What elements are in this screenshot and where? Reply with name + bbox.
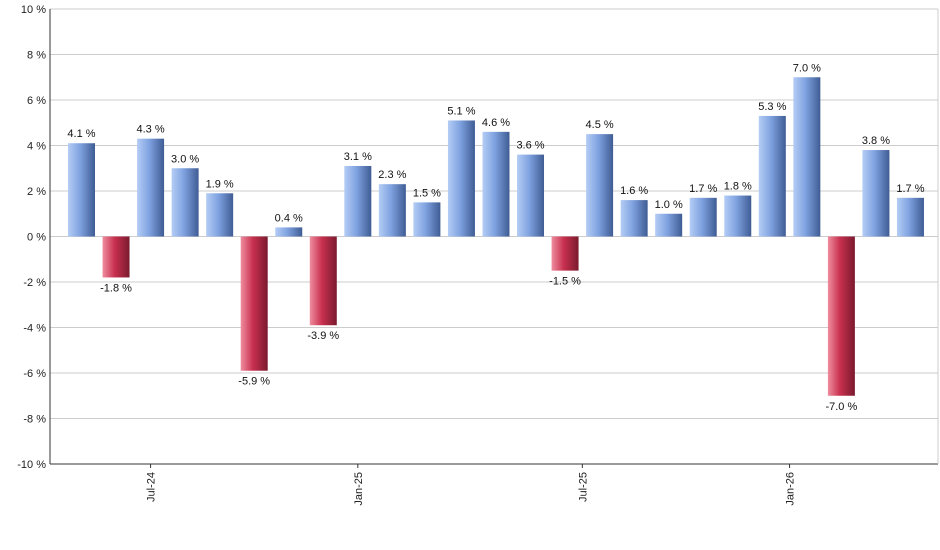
data-label: 5.1 % — [447, 105, 475, 117]
y-tick-label: 4 % — [27, 141, 46, 153]
y-tick-label: 10 % — [21, 4, 46, 16]
x-axis-tick-labels: Jul-24 Jan-25 Jul-25 Jan-26 — [146, 464, 797, 506]
bar — [896, 197, 924, 237]
bar — [171, 168, 199, 237]
data-label: 1.8 % — [724, 181, 752, 193]
y-tick-label: -4 % — [23, 323, 46, 335]
bar — [206, 193, 234, 237]
bar — [275, 227, 303, 237]
data-label: -1.8 % — [100, 282, 132, 294]
data-label: 4.3 % — [137, 124, 165, 136]
y-tick-label: 6 % — [27, 95, 46, 107]
x-tick-label: Jul-24 — [146, 472, 158, 502]
data-label: 1.9 % — [206, 178, 234, 190]
y-tick-label: 2 % — [27, 186, 46, 198]
y-tick-label: -2 % — [23, 277, 46, 289]
data-label: 2.3 % — [378, 169, 406, 181]
data-label: 0.4 % — [275, 212, 303, 224]
data-label: 4.1 % — [67, 128, 95, 140]
bar — [862, 150, 890, 237]
data-label: 4.5 % — [586, 119, 614, 131]
data-label: 3.0 % — [171, 153, 199, 165]
bar — [620, 200, 648, 237]
bar — [655, 213, 683, 237]
data-label: -1.5 % — [549, 276, 581, 288]
data-labels: 4.1 % -1.8 % 4.3 % 3.0 % 1.9 % -5.9 % 0.4 % -3.… — [67, 62, 924, 413]
data-label: 4.6 % — [482, 117, 510, 129]
y-axis-tick-labels: 10 % 8 % 6 % 4 % 2 % 0 % -2 % -4 % -6 % -8 % -10 % — [17, 4, 46, 471]
y-tick-label: 0 % — [27, 232, 46, 244]
x-tick-label: Jul-25 — [577, 472, 589, 502]
bar — [758, 115, 786, 237]
data-label: -7.0 % — [825, 401, 857, 413]
y-tick-label: 8 % — [27, 50, 46, 62]
bar — [517, 154, 545, 237]
x-tick-label: Jan-26 — [785, 472, 797, 506]
bar — [344, 165, 372, 237]
y-tick-label: -8 % — [23, 414, 46, 426]
bar — [447, 120, 475, 237]
bar — [827, 236, 855, 396]
bar — [482, 131, 510, 237]
data-label: 3.1 % — [344, 151, 372, 163]
data-label: 3.6 % — [516, 140, 544, 152]
data-label: 1.5 % — [413, 187, 441, 199]
bar — [137, 138, 165, 237]
x-tick-label: Jan-25 — [353, 472, 365, 506]
bar — [102, 236, 130, 278]
data-label: 3.8 % — [862, 135, 890, 147]
bar — [378, 184, 406, 237]
bar — [413, 202, 441, 237]
bars — [68, 77, 924, 396]
bar — [309, 236, 337, 326]
data-label: 1.7 % — [689, 183, 717, 195]
data-label: 1.7 % — [896, 183, 924, 195]
data-label: -5.9 % — [238, 376, 270, 388]
bar — [240, 236, 268, 371]
y-tick-label: -6 % — [23, 368, 46, 380]
bar — [586, 134, 614, 237]
data-label: 5.3 % — [758, 101, 786, 113]
bar — [68, 143, 95, 237]
data-label: -3.9 % — [307, 330, 339, 342]
data-label: 7.0 % — [793, 62, 821, 74]
bar — [793, 77, 821, 237]
y-tick-label: -10 % — [17, 459, 46, 471]
bar — [551, 236, 579, 271]
bar — [724, 195, 752, 237]
data-label: 1.0 % — [655, 199, 683, 211]
data-label: 1.6 % — [620, 185, 648, 197]
bar — [689, 197, 717, 237]
